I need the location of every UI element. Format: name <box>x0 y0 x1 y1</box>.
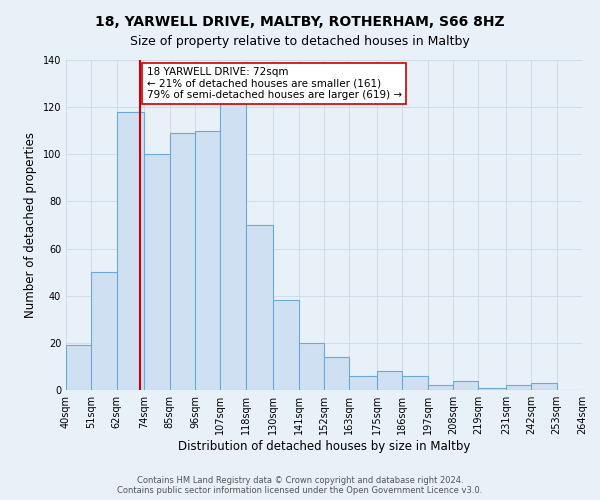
Bar <box>532 383 557 390</box>
Text: 18 YARWELL DRIVE: 72sqm
← 21% of detached houses are smaller (161)
79% of semi-d: 18 YARWELL DRIVE: 72sqm ← 21% of detache… <box>146 67 402 100</box>
Text: 18, YARWELL DRIVE, MALTBY, ROTHERHAM, S66 8HZ: 18, YARWELL DRIVE, MALTBY, ROTHERHAM, S6… <box>95 15 505 29</box>
Bar <box>453 380 478 390</box>
Bar <box>66 345 91 390</box>
Text: Size of property relative to detached houses in Maltby: Size of property relative to detached ho… <box>130 35 470 48</box>
Bar <box>403 376 428 390</box>
Bar <box>377 371 403 390</box>
Bar <box>145 154 170 390</box>
Bar <box>324 357 349 390</box>
Bar <box>478 388 506 390</box>
Bar <box>299 343 324 390</box>
Bar <box>170 133 195 390</box>
Text: Contains HM Land Registry data © Crown copyright and database right 2024.
Contai: Contains HM Land Registry data © Crown c… <box>118 476 482 495</box>
X-axis label: Distribution of detached houses by size in Maltby: Distribution of detached houses by size … <box>178 440 470 453</box>
Bar <box>274 300 299 390</box>
Bar <box>91 272 116 390</box>
Bar <box>220 76 245 390</box>
Bar <box>195 130 220 390</box>
Bar <box>428 386 453 390</box>
Bar <box>349 376 377 390</box>
Bar <box>245 225 274 390</box>
Y-axis label: Number of detached properties: Number of detached properties <box>24 132 37 318</box>
Bar <box>506 386 532 390</box>
Bar <box>116 112 145 390</box>
